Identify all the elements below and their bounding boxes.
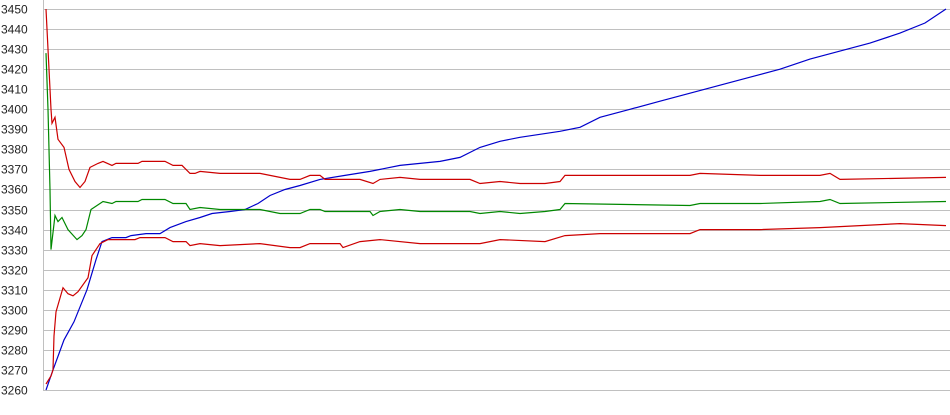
y-tick-label: 3360	[1, 183, 28, 197]
y-tick-label: 3310	[1, 284, 28, 298]
y-tick-label: 3390	[1, 123, 28, 137]
y-tick-label: 3400	[1, 103, 28, 117]
y-tick-label: 3280	[1, 344, 28, 358]
y-tick-label: 3440	[1, 23, 28, 37]
y-tick-label: 3370	[1, 163, 28, 177]
gridlines	[43, 0, 950, 391]
y-tick-label: 3450	[1, 3, 28, 17]
y-tick-label: 3290	[1, 324, 28, 338]
y-tick-label: 3350	[1, 204, 28, 218]
y-tick-label: 3300	[1, 304, 28, 318]
y-tick-label: 3410	[1, 83, 28, 97]
y-tick-label: 3340	[1, 224, 28, 238]
y-tick-label: 3430	[1, 43, 28, 57]
y-tick-label: 3320	[1, 264, 28, 278]
y-tick-label: 3330	[1, 244, 28, 258]
series-lines	[45, 8, 947, 391]
y-tick-label: 3260	[1, 384, 28, 398]
series-line-2	[45, 53, 947, 250]
y-axis-ticks: 3260 3270 3280 3290 3300 3310 3320 3330 3340 3350…	[1, 3, 28, 398]
series-line-0	[45, 8, 947, 391]
series-line-1	[45, 8, 947, 189]
y-tick-label: 3380	[1, 143, 28, 157]
series-line-3	[45, 222, 947, 385]
y-tick-label: 3420	[1, 63, 28, 77]
y-tick-label: 3270	[1, 364, 28, 378]
